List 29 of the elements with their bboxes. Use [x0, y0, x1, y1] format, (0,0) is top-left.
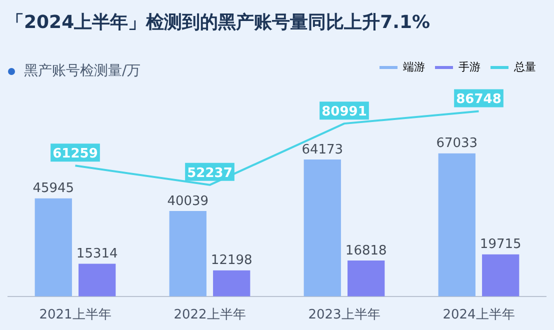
legend-label: 总量: [513, 60, 536, 74]
chart-title: 「2024上半年」检测到的黑产账号量同比上升7.1%: [6, 11, 430, 34]
data-label: 64173: [302, 142, 344, 158]
data-label: 40039: [167, 194, 209, 209]
bar: [78, 264, 116, 296]
legend-label: 手游: [458, 60, 480, 74]
x-tick-label: 2022上半年: [174, 308, 246, 323]
bar: [304, 159, 341, 296]
data-label: 12198: [210, 253, 252, 268]
bar: [348, 260, 385, 296]
bar: [482, 254, 520, 296]
data-label: 86748: [456, 92, 502, 108]
data-label: 19715: [480, 237, 522, 252]
bar: [438, 153, 476, 296]
bar: [34, 198, 72, 296]
x-tick-label: 2021上半年: [39, 308, 112, 323]
legend-label: 端游: [403, 60, 425, 74]
x-tick-label: 2024上半年: [442, 308, 515, 323]
x-tick-label: 2023上半年: [308, 308, 380, 323]
data-label: 16818: [345, 243, 387, 258]
bar: [169, 210, 206, 296]
data-label: 15314: [76, 246, 118, 262]
data-label: 80991: [322, 104, 367, 120]
chart-subtitle: 黑产账号检测量/万: [24, 62, 141, 80]
data-label: 61259: [52, 146, 98, 162]
data-label: 67033: [436, 136, 478, 152]
bar: [213, 270, 250, 296]
data-label: 52237: [187, 166, 232, 181]
data-label: 45945: [32, 181, 74, 196]
